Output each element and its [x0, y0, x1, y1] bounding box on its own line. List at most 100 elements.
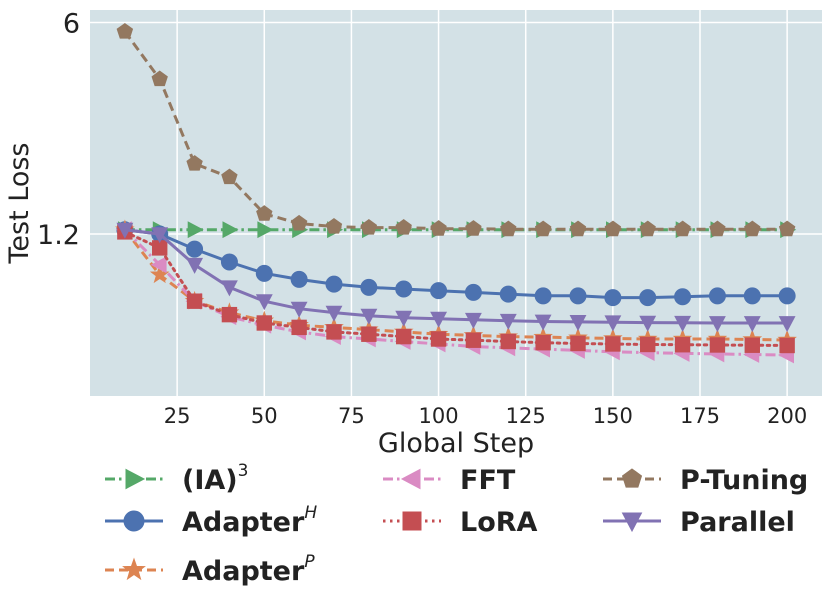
data-point — [151, 70, 168, 87]
data-point — [640, 336, 656, 353]
x-tick-label: 125 — [506, 404, 546, 428]
data-point — [779, 337, 795, 354]
series-lora — [117, 224, 795, 354]
data-point — [325, 217, 343, 234]
data-point — [499, 285, 517, 303]
legend-marker — [621, 512, 643, 533]
data-point — [395, 218, 412, 235]
data-point — [709, 337, 726, 353]
data-point — [465, 220, 482, 236]
data-point — [257, 221, 274, 239]
series-adapterh — [116, 221, 796, 307]
data-point — [360, 218, 378, 235]
x-tick-label: 25 — [164, 404, 191, 428]
x-axis-label: Global Step — [378, 428, 534, 459]
data-point — [464, 312, 482, 329]
data-point — [674, 315, 692, 332]
data-point — [186, 257, 204, 274]
data-point — [430, 331, 447, 347]
legend-entry: (IA)3 — [105, 461, 248, 496]
data-point — [151, 227, 169, 244]
x-tick-label: 50 — [251, 404, 278, 428]
data-point — [256, 205, 273, 221]
series-p-tuning — [116, 22, 796, 237]
y-axis-label: Test Loss — [4, 143, 35, 265]
data-point — [743, 287, 761, 305]
data-point — [116, 222, 134, 239]
grid — [90, 10, 822, 396]
data-point — [534, 220, 552, 237]
data-point — [430, 220, 447, 236]
data-point — [744, 220, 761, 237]
legend-label: AdapterH — [182, 503, 317, 538]
data-point — [222, 221, 239, 239]
legend-label: AdapterP — [182, 552, 315, 587]
series-parallel — [116, 222, 796, 333]
x-tick-label: 150 — [593, 404, 633, 428]
data-point — [325, 275, 343, 293]
data-point — [186, 155, 203, 171]
x-tick-label: 175 — [680, 404, 720, 428]
data-point — [255, 294, 273, 311]
data-point — [674, 337, 691, 353]
series-line — [124, 228, 788, 325]
data-point — [430, 311, 448, 328]
y-tick-label: 6 — [63, 9, 80, 40]
x-tick-label: 200 — [767, 404, 807, 428]
legend-label: LoRA — [460, 507, 538, 538]
data-point — [499, 313, 517, 330]
data-point — [778, 316, 796, 333]
data-point — [360, 278, 378, 296]
data-point — [465, 332, 482, 348]
legend-marker — [122, 557, 146, 581]
data-point — [464, 283, 482, 301]
series-layer — [115, 22, 797, 364]
data-point — [639, 220, 656, 237]
data-point — [255, 264, 273, 282]
data-point — [290, 214, 308, 231]
legend-label: (IA)3 — [182, 461, 248, 496]
legend-marker — [400, 468, 421, 490]
legend-marker — [125, 468, 146, 490]
data-point — [326, 324, 342, 340]
x-tick-label: 75 — [338, 404, 365, 428]
legend-label: FFT — [460, 465, 516, 496]
data-point — [569, 220, 587, 237]
data-point — [743, 316, 761, 333]
data-point — [186, 293, 203, 309]
data-point — [604, 220, 622, 237]
data-point — [605, 336, 621, 352]
data-point — [570, 335, 586, 352]
data-point — [500, 220, 517, 237]
data-point — [639, 315, 657, 332]
legend-entry: Parallel — [603, 507, 795, 538]
data-point — [220, 253, 238, 271]
data-point — [604, 315, 622, 332]
data-point — [187, 221, 204, 239]
data-point — [395, 310, 413, 327]
legend: (IA)3 AdapterH AdapterP FFT LoRA P-Tuning Para… — [105, 461, 808, 587]
legend-marker — [621, 468, 643, 488]
data-point — [708, 287, 726, 305]
data-point — [361, 326, 377, 342]
legend-label: P-Tuning — [680, 465, 808, 496]
data-point — [396, 328, 412, 345]
data-point — [778, 220, 796, 237]
data-point — [220, 280, 238, 297]
data-point — [708, 316, 726, 333]
data-point — [290, 301, 308, 318]
legend-entry: AdapterP — [105, 552, 315, 587]
data-point — [534, 314, 552, 331]
data-point — [290, 270, 308, 288]
data-point — [709, 220, 726, 237]
data-point — [534, 287, 552, 305]
data-point — [325, 305, 343, 322]
data-point — [569, 315, 587, 331]
data-point — [639, 289, 657, 307]
legend-entry: P-Tuning — [603, 465, 808, 496]
data-point — [395, 280, 413, 298]
data-point — [291, 319, 307, 336]
data-point — [221, 168, 238, 185]
legend-entry: FFT — [383, 465, 516, 496]
